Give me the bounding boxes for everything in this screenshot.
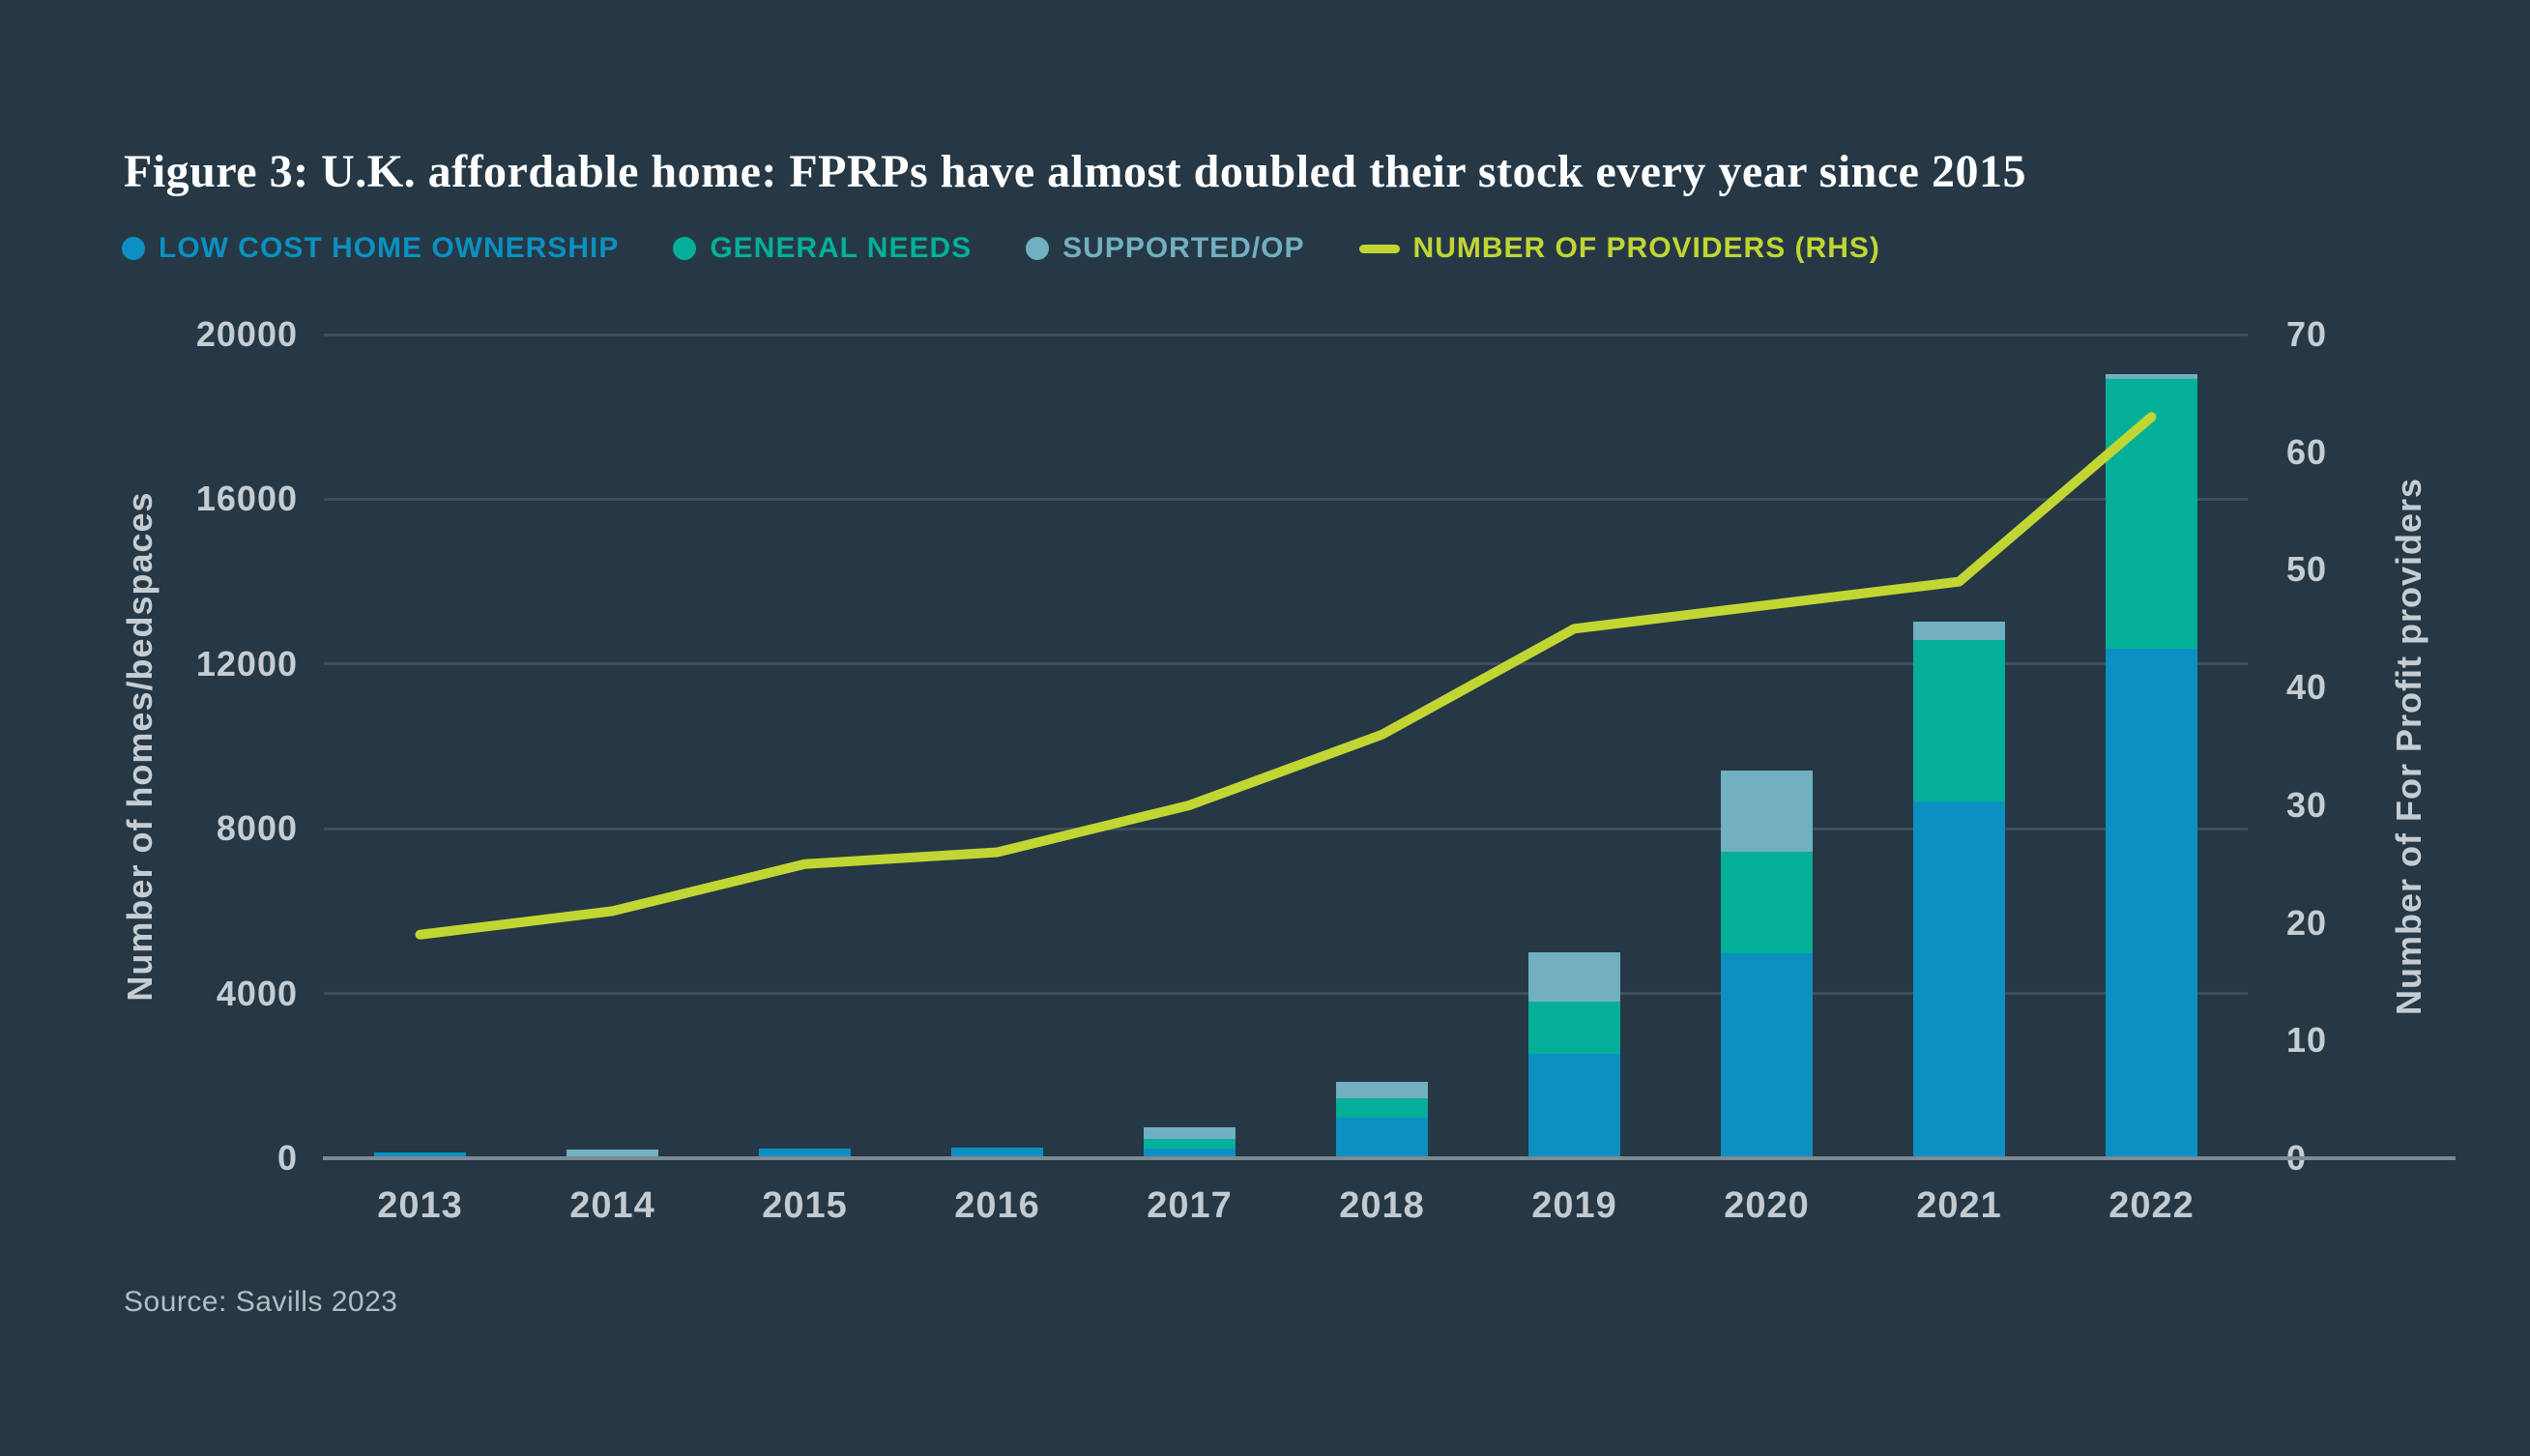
legend-swatch-dot	[1026, 237, 1050, 260]
x-axis-tick-2015: 2015	[762, 1185, 848, 1226]
bar-segment-2022-low-cost-home-ownership	[2106, 649, 2197, 1158]
y-axis-right-tick-30: 30	[2286, 784, 2328, 825]
gridline-16000	[324, 497, 2248, 501]
legend-item-4: NUMBER OF PROVIDERS (RHS)	[1358, 232, 1880, 265]
bar-segment-2022-general-needs	[2106, 379, 2197, 650]
x-axis-tick-2014: 2014	[569, 1185, 655, 1226]
source-note: Source: Savills 2023	[124, 1286, 398, 1318]
gridline-8000	[324, 827, 2248, 830]
bar-segment-2020-supported-op	[1721, 771, 1813, 853]
y-axis-left-tick-12000: 12000	[195, 643, 298, 684]
x-axis-tick-2022: 2022	[2108, 1185, 2195, 1226]
y-axis-left-tick-8000: 8000	[216, 808, 298, 849]
y-axis-left-tick-0: 0	[276, 1138, 298, 1178]
y-axis-left-tick-20000: 20000	[195, 314, 298, 354]
y-axis-right-tick-20: 20	[2286, 902, 2328, 943]
y-axis-right-tick-70: 70	[2286, 314, 2328, 354]
bar-segment-2020-general-needs	[1721, 852, 1813, 953]
y-axis-right-tick-50: 50	[2286, 549, 2328, 590]
chart-legend: LOW COST HOME OWNERSHIP GENERAL NEEDS SUPP…	[122, 232, 1880, 265]
legend-label: LOW COST HOME OWNERSHIP	[159, 232, 620, 264]
bar-segment-2017-supported-op	[1144, 1127, 1236, 1139]
legend-swatch-dot	[122, 237, 145, 260]
bar-segment-2019-general-needs	[1528, 1002, 1620, 1055]
bar-segment-2013-low-cost-home-ownership	[374, 1152, 466, 1158]
bar-segment-2019-low-cost-home-ownership	[1528, 1054, 1620, 1158]
legend-swatch-line	[1358, 244, 1400, 253]
bar-segment-2021-general-needs	[1913, 640, 2005, 802]
legend-label: SUPPORTED/OP	[1062, 232, 1305, 264]
bar-segment-2017-low-cost-home-ownership	[1144, 1149, 1236, 1158]
bar-segment-2021-low-cost-home-ownership	[1913, 801, 2005, 1158]
y-axis-left-tick-4000: 4000	[216, 973, 298, 1013]
y-axis-right-tick-60: 60	[2286, 431, 2328, 472]
legend-label: NUMBER OF PROVIDERS (RHS)	[1412, 232, 1880, 264]
bar-segment-2018-low-cost-home-ownership	[1336, 1118, 1428, 1158]
legend-item-3: SUPPORTED/OP	[1026, 232, 1304, 265]
x-axis-tick-2019: 2019	[1531, 1185, 1617, 1226]
x-axis-tick-2020: 2020	[1724, 1185, 1810, 1226]
bar-segment-2021-supported-op	[1913, 621, 2005, 641]
x-axis-tick-2016: 2016	[954, 1185, 1040, 1226]
x-axis-tick-2017: 2017	[1147, 1185, 1233, 1226]
y-axis-left-tick-16000: 16000	[195, 479, 298, 519]
chart-title: Figure 3: U.K. affordable home: FPRPs ha…	[124, 146, 2026, 198]
bar-segment-2019-supported-op	[1528, 952, 1620, 1003]
x-axis-baseline	[323, 1156, 2456, 1160]
bar-segment-2020-low-cost-home-ownership	[1721, 952, 1813, 1158]
bar-segment-2022-supported-op	[2106, 373, 2197, 379]
gridline-20000	[324, 333, 2248, 336]
bar-segment-2017-general-needs	[1144, 1138, 1236, 1150]
bar-segment-2018-general-needs	[1336, 1097, 1428, 1119]
legend-item-1: LOW COST HOME OWNERSHIP	[122, 232, 619, 265]
gridline-12000	[324, 662, 2248, 666]
legend-swatch-dot	[673, 237, 697, 260]
x-axis-tick-2018: 2018	[1339, 1185, 1425, 1226]
gridline-4000	[324, 992, 2248, 996]
bar-segment-2016-low-cost-home-ownership	[951, 1148, 1043, 1158]
y-axis-right-tick-40: 40	[2286, 667, 2328, 708]
providers-line	[415, 412, 2157, 940]
bar-segment-2018-supported-op	[1336, 1082, 1428, 1098]
legend-label: GENERAL NEEDS	[710, 232, 973, 264]
x-axis-tick-2013: 2013	[377, 1185, 463, 1226]
legend-item-2: GENERAL NEEDS	[673, 232, 972, 265]
bar-segment-2014-supported-op	[567, 1150, 658, 1157]
bar-segment-2015-low-cost-home-ownership	[759, 1148, 851, 1158]
y-axis-right-tick-10: 10	[2286, 1020, 2328, 1061]
x-axis-tick-2021: 2021	[1916, 1185, 2002, 1226]
